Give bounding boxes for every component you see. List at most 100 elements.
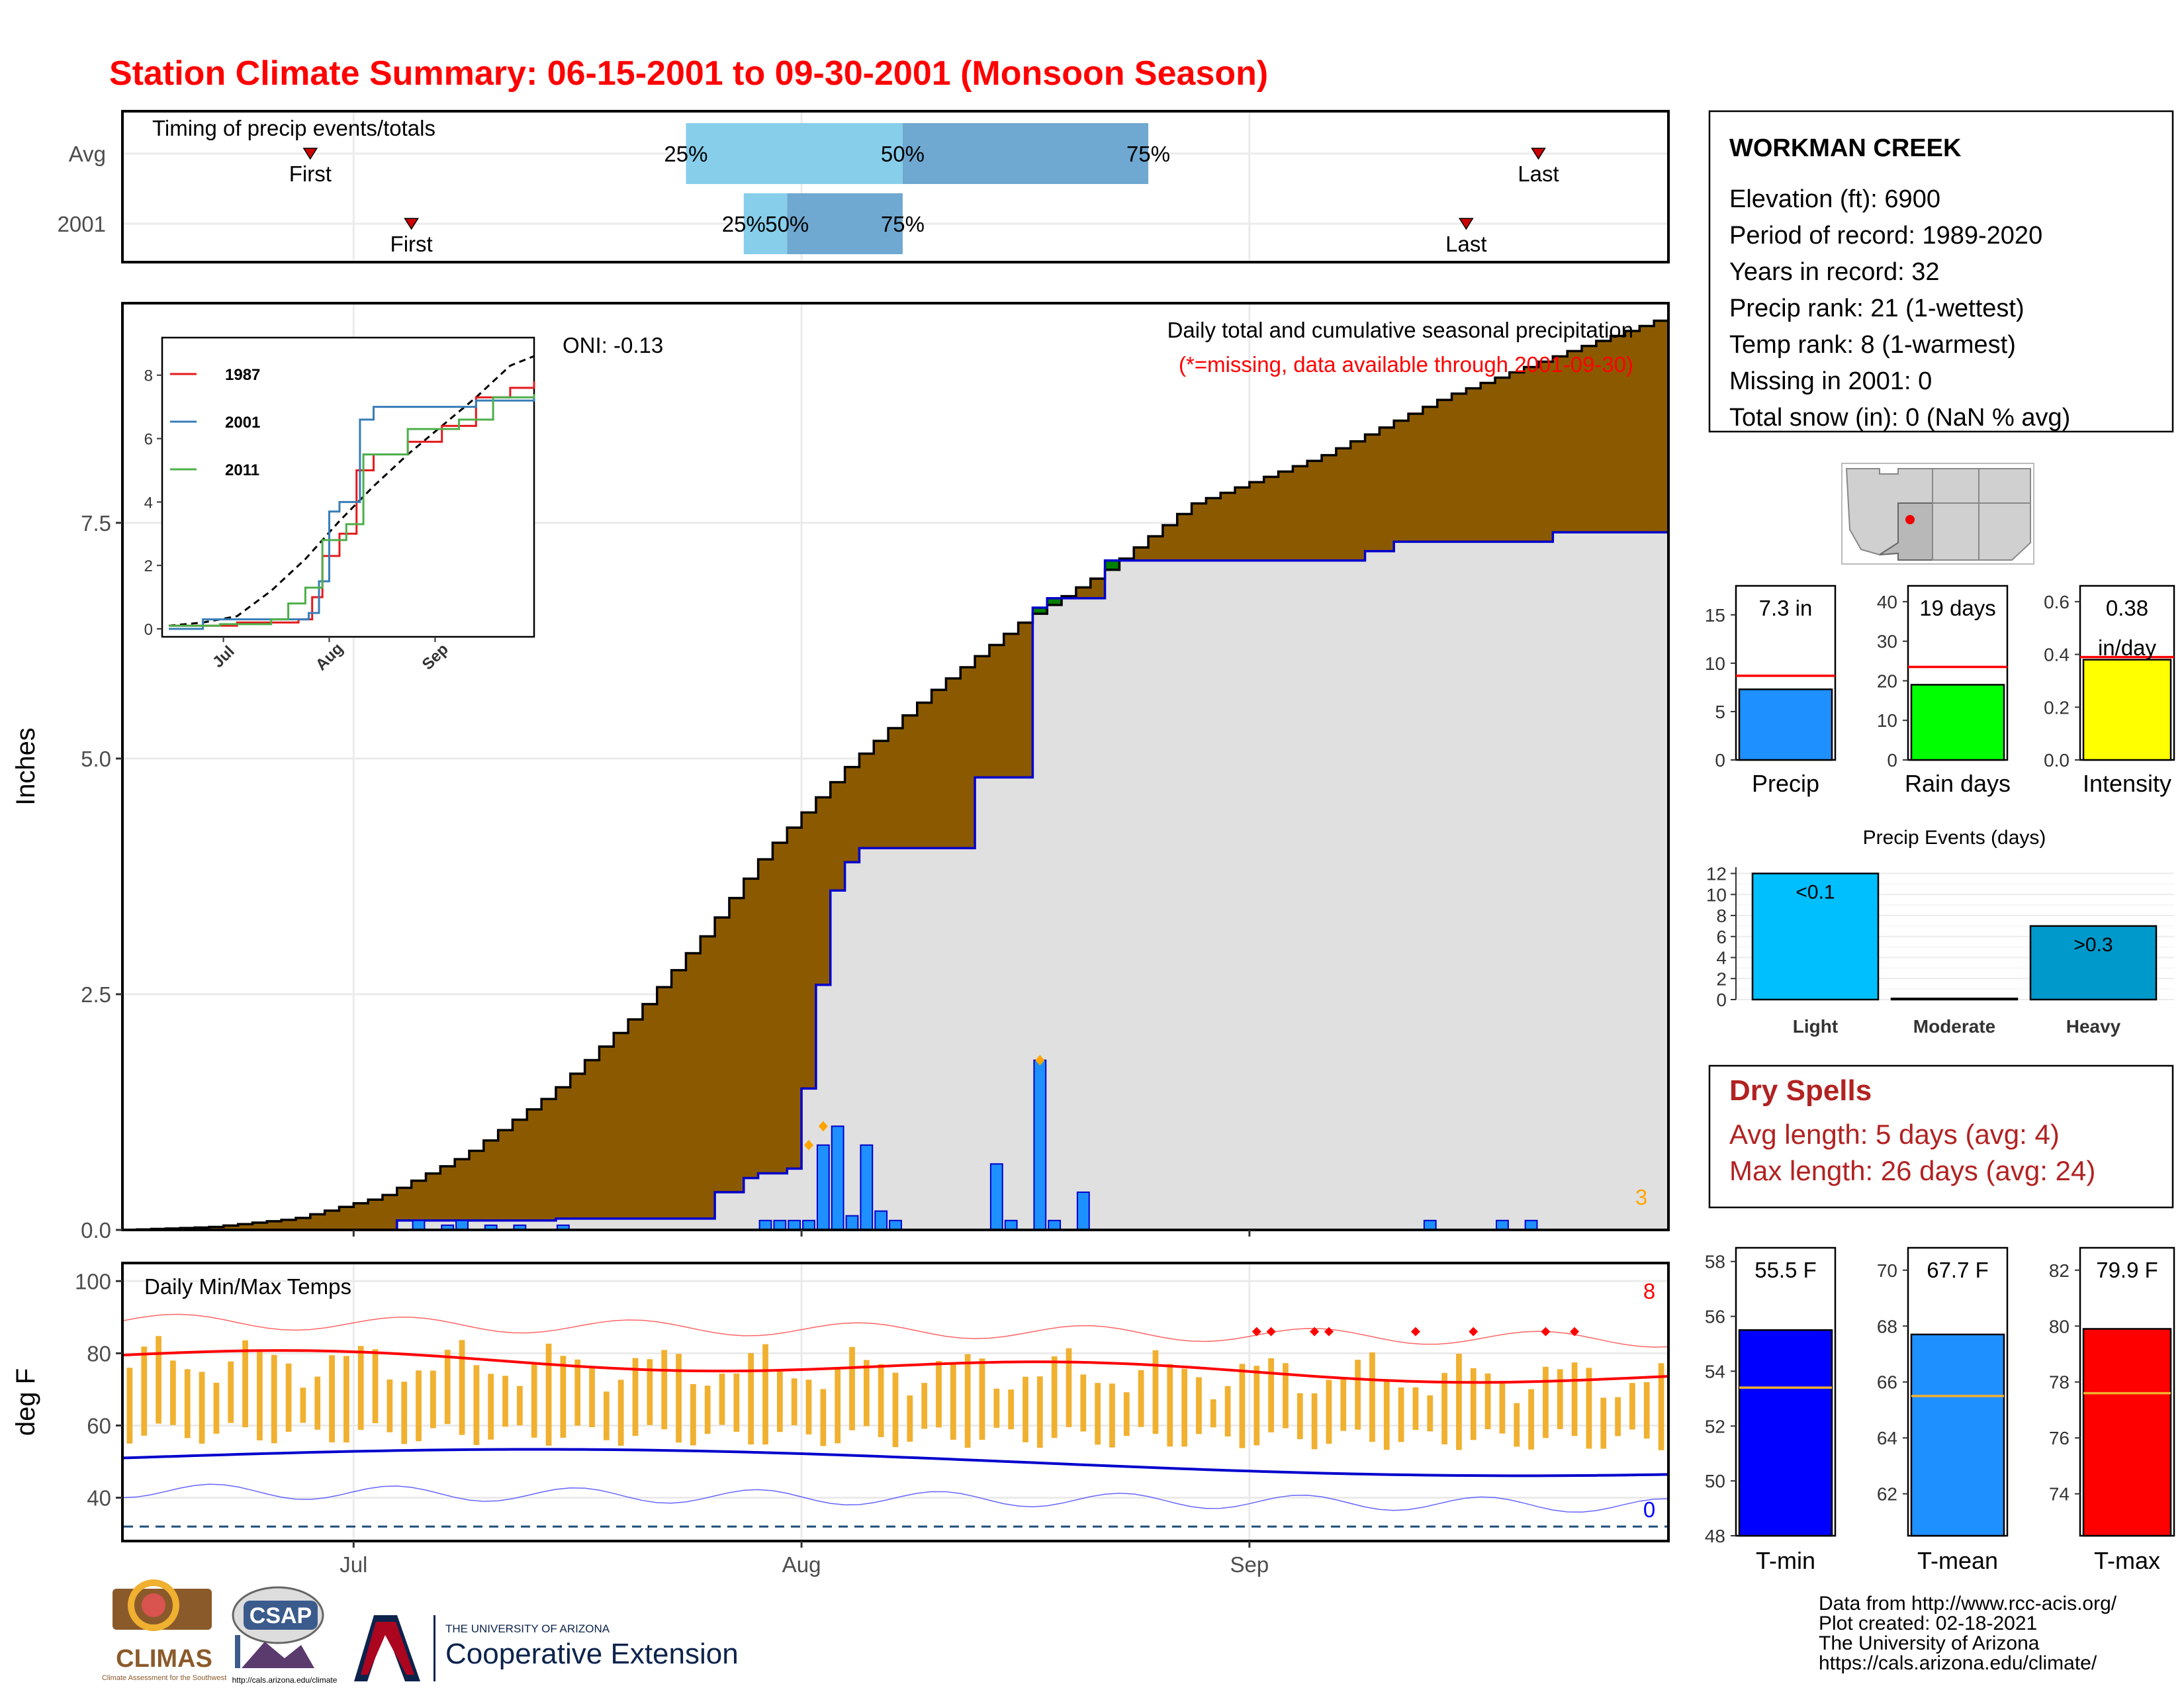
daily-temp-range-bar (1138, 1370, 1144, 1427)
daily-temp-range-bar (416, 1370, 422, 1442)
temp-bar-tick-label: 78 (2049, 1372, 2070, 1393)
daily-temp-range-bar (242, 1340, 248, 1428)
summary-bar-value2-2: in/day (2098, 635, 2157, 660)
daily-temp-range-bar (1427, 1395, 1433, 1432)
precip-note: (*=missing, data available through 2001-… (1179, 352, 1633, 377)
daily-temp-range-bar (704, 1385, 711, 1434)
events-tick-label: 2 (1716, 968, 1727, 989)
temp-count-low: 0 (1643, 1497, 1655, 1522)
above-average-area (1105, 560, 1120, 570)
precip-panel: Daily total and cumulative seasonal prec… (11, 302, 1670, 1243)
climas-logo: CLIMAS Climate Assessment for the Southw… (102, 1579, 226, 1682)
ua-logo: THE UNIVERSITY OF ARIZONA Cooperative Ex… (354, 1615, 739, 1681)
timing-row-avg: Avg (69, 142, 106, 166)
extreme-count: 3 (1635, 1185, 1647, 1209)
record-high-marker (1570, 1327, 1580, 1336)
daily-temp-range-bar (1239, 1364, 1246, 1448)
below-average-area (541, 1099, 557, 1221)
daily-temp-range-bar (1297, 1393, 1303, 1440)
inset-legend-label-1987: 1987 (225, 366, 260, 384)
daily-temp-range-bar (603, 1391, 610, 1440)
events-bar-inner-heavy: >0.3 (2073, 934, 2113, 956)
timing-pct-2001: 25% (722, 212, 766, 236)
daily-temp-range-bar (1008, 1389, 1015, 1430)
below-average-area (527, 1109, 542, 1221)
below-average-area (1582, 346, 1597, 533)
below-average-area (267, 1221, 282, 1230)
daily-temp-range-bar (156, 1336, 161, 1424)
below-average-area (628, 1019, 643, 1219)
inset-legend-label-2011: 2011 (225, 461, 259, 479)
summary-bar-value-0: 7.3 in (1759, 596, 1813, 620)
daily-temp-range-bar (1051, 1356, 1058, 1438)
daily-temp-range-bar (964, 1354, 971, 1448)
summary-bar-tick-label: 0 (1887, 750, 1897, 771)
record-high-marker (1410, 1327, 1420, 1336)
temp-label: Daily Min/Max Temps (144, 1274, 351, 1299)
inset-y-tick-label: 6 (144, 431, 153, 449)
summary-bar-value-1: 19 days (1919, 596, 1996, 620)
below-average-area (642, 1004, 658, 1219)
daily-temp-range-bar (776, 1370, 783, 1432)
below-average-area (324, 1210, 340, 1230)
below-average-area (396, 1188, 412, 1221)
record-high-marker (1310, 1327, 1320, 1336)
daily-temp-range-bar (1196, 1377, 1202, 1434)
summary-bar-tick-label: 0.0 (2044, 750, 2070, 771)
oni-label: ONI: -0.13 (563, 333, 663, 357)
daily-temp-range-bar (719, 1374, 725, 1425)
below-average-area (946, 678, 961, 849)
below-average-area (830, 782, 846, 891)
below-average-area (512, 1119, 527, 1221)
daily-temp-range-bar (430, 1370, 436, 1429)
daily-temp-range-bar (892, 1372, 899, 1448)
daily-temp-range-bar (488, 1374, 494, 1440)
below-average-area (295, 1217, 311, 1230)
below-average-area (368, 1199, 383, 1230)
daily-temp-range-bar (1412, 1387, 1419, 1430)
below-average-area (570, 1073, 586, 1219)
below-average-area (555, 1087, 571, 1219)
record-high-marker (1251, 1327, 1261, 1336)
below-average-area (1307, 461, 1322, 561)
below-average-area (960, 667, 976, 849)
below-average-area (426, 1173, 441, 1221)
daily-temp-range-bar (1514, 1403, 1520, 1447)
daily-temp-range-bar (1311, 1393, 1318, 1450)
temp-y-tick-label: 80 (87, 1341, 111, 1366)
temp-bar-2 (2082, 1328, 2172, 1537)
daily-temp-range-bar (1340, 1379, 1347, 1431)
below-average-area (498, 1130, 514, 1221)
temp-count-high: 8 (1643, 1279, 1655, 1303)
below-average-area (758, 859, 774, 1174)
temp-bar-label-1: T-mean (1917, 1547, 1998, 1574)
daily-temp-range-bar (1268, 1358, 1274, 1432)
temp-bar-0 (1738, 1329, 1833, 1537)
daily-temp-range-bar (199, 1372, 205, 1444)
summary-bar-tick-label: 40 (1877, 592, 1897, 612)
below-average-area (801, 812, 817, 1089)
below-average-area (599, 1047, 614, 1219)
below-average-area (223, 1225, 239, 1230)
below-average-area (614, 1033, 629, 1219)
temp-y-label: deg F (11, 1368, 40, 1436)
timing-last-label-2001: Last (1445, 232, 1486, 256)
below-average-area (815, 797, 831, 985)
below-average-area (1553, 356, 1568, 533)
daily-temp-range-bar (748, 1353, 754, 1445)
temp-y-tick-label: 40 (87, 1486, 111, 1511)
below-average-area (1191, 503, 1206, 561)
daily-precip-bar (831, 1125, 844, 1231)
daily-temp-range-bar (1253, 1366, 1260, 1446)
record-high-marker (1469, 1327, 1479, 1336)
temp-bar-tick-label: 56 (1705, 1307, 1725, 1327)
temp-panel: Daily Min/Max Temps 8 0 deg F 40 60 80 100 J… (11, 1262, 1670, 1577)
summary-bar-tick-label: 10 (1705, 653, 1725, 674)
events-tick-label: 12 (1706, 864, 1727, 884)
daily-temp-range-bar (285, 1363, 292, 1432)
below-average-area (1365, 434, 1380, 551)
timing-row-2001: 2001 (58, 212, 106, 236)
inset-y-tick-label: 4 (144, 494, 153, 512)
below-average-area (1177, 514, 1193, 561)
